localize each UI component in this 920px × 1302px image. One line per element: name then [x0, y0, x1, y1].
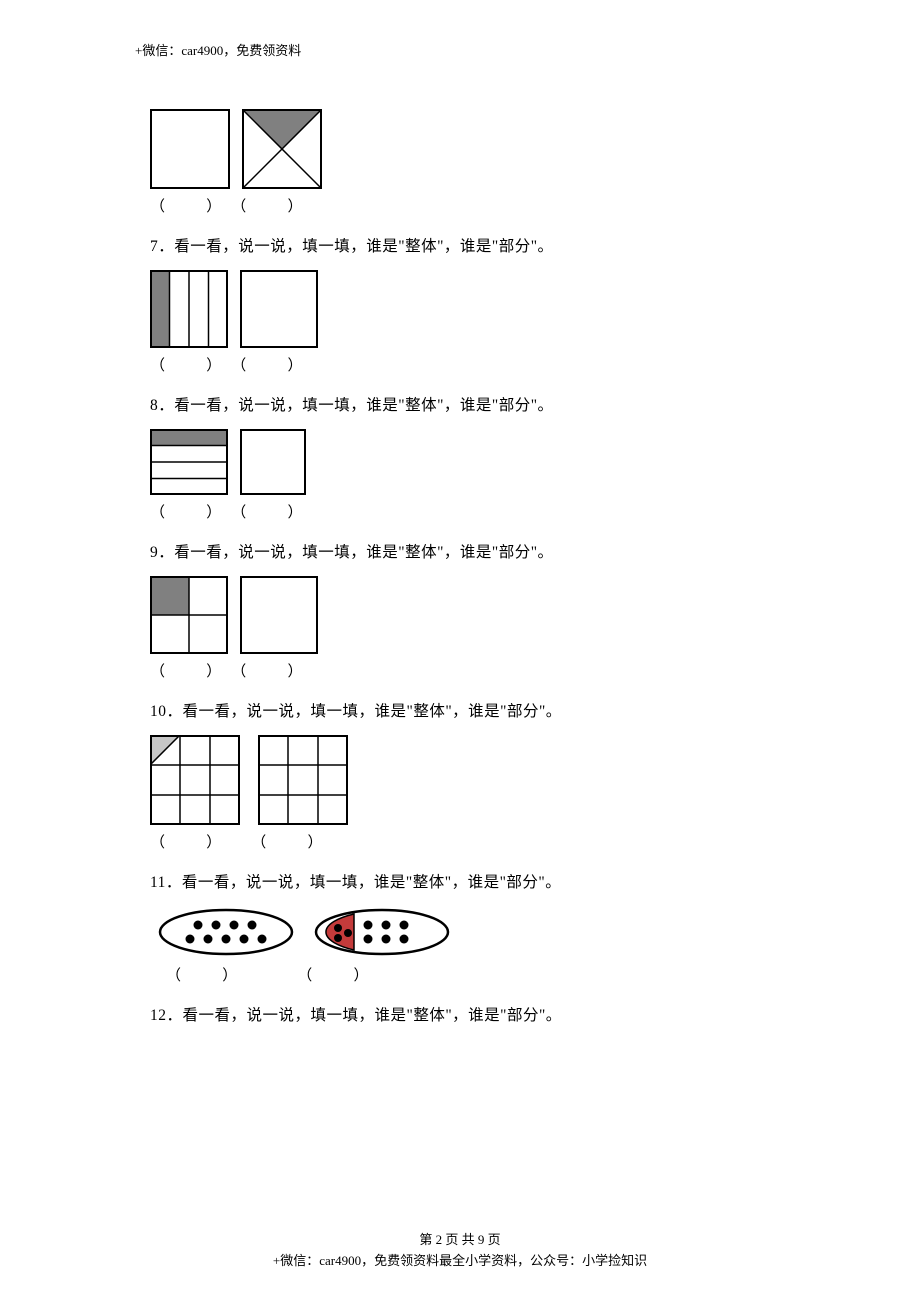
blank-right: （ ）	[297, 964, 368, 985]
blanks-11: （ ） （ ）	[166, 964, 770, 985]
fig-square-empty	[150, 109, 230, 189]
blank-left: （ ）	[150, 195, 221, 216]
figure-row-10	[150, 735, 770, 825]
blank-left: （ ）	[150, 660, 221, 681]
blanks-top: （ ） （ ）	[150, 195, 770, 216]
question-7-text: 7．看一看，说一说，填一填，谁是"整体"，谁是"部分"。	[150, 234, 770, 256]
figure-row-9	[150, 576, 770, 654]
blank-right: （ ）	[231, 660, 302, 681]
fig-oval-dots-plain	[156, 906, 296, 958]
blanks-9: （ ） （ ）	[150, 660, 770, 681]
fig-oval-dots-wedge	[312, 906, 452, 958]
fig-3x3-tri	[150, 735, 240, 825]
question-8-text: 8．看一看，说一说，填一填，谁是"整体"，谁是"部分"。	[150, 393, 770, 415]
blank-right: （ ）	[231, 354, 302, 375]
fig-3x3-plain	[258, 735, 348, 825]
fig-square-empty-7	[240, 270, 318, 348]
fig-vstrips-shaded	[150, 270, 228, 348]
blank-right: （ ）	[251, 831, 322, 852]
page-header: +微信：car4900，免费领资料	[135, 40, 920, 59]
footer-pagination: 第 2 页 共 9 页	[0, 1230, 920, 1251]
blanks-7: （ ） （ ）	[150, 354, 770, 375]
fig-square-x-shaded	[242, 109, 322, 189]
blanks-8: （ ） （ ）	[150, 501, 770, 522]
blank-left: （ ）	[166, 964, 237, 985]
blank-right: （ ）	[231, 501, 302, 522]
figure-row-7	[150, 270, 770, 348]
question-12-text: 12．看一看，说一说，填一填，谁是"整体"，谁是"部分"。	[150, 1003, 770, 1025]
fig-square-empty-8	[240, 429, 306, 495]
page-footer: 第 2 页 共 9 页 +微信：car4900，免费领资料最全小学资料，公众号：…	[0, 1230, 920, 1272]
blank-left: （ ）	[150, 501, 221, 522]
fig-2x2-shaded	[150, 576, 228, 654]
fig-hstrips-shaded	[150, 429, 228, 495]
blanks-10: （ ） （ ）	[150, 831, 770, 852]
blank-right: （ ）	[231, 195, 302, 216]
question-11-text: 11．看一看，说一说，填一填，谁是"整体"，谁是"部分"。	[150, 870, 770, 892]
content-area: （ ） （ ） 7．看一看，说一说，填一填，谁是"整体"，谁是"部分"。	[150, 109, 770, 1025]
question-10-text: 10．看一看，说一说，填一填，谁是"整体"，谁是"部分"。	[150, 699, 770, 721]
blank-left: （ ）	[150, 354, 221, 375]
figure-row-11	[156, 906, 770, 958]
footer-note: +微信：car4900，免费领资料最全小学资料，公众号：小学捡知识	[0, 1251, 920, 1272]
question-9-text: 9．看一看，说一说，填一填，谁是"整体"，谁是"部分"。	[150, 540, 770, 562]
fig-square-empty-9	[240, 576, 318, 654]
blank-left: （ ）	[150, 831, 221, 852]
figure-row-top	[150, 109, 770, 189]
figure-row-8	[150, 429, 770, 495]
